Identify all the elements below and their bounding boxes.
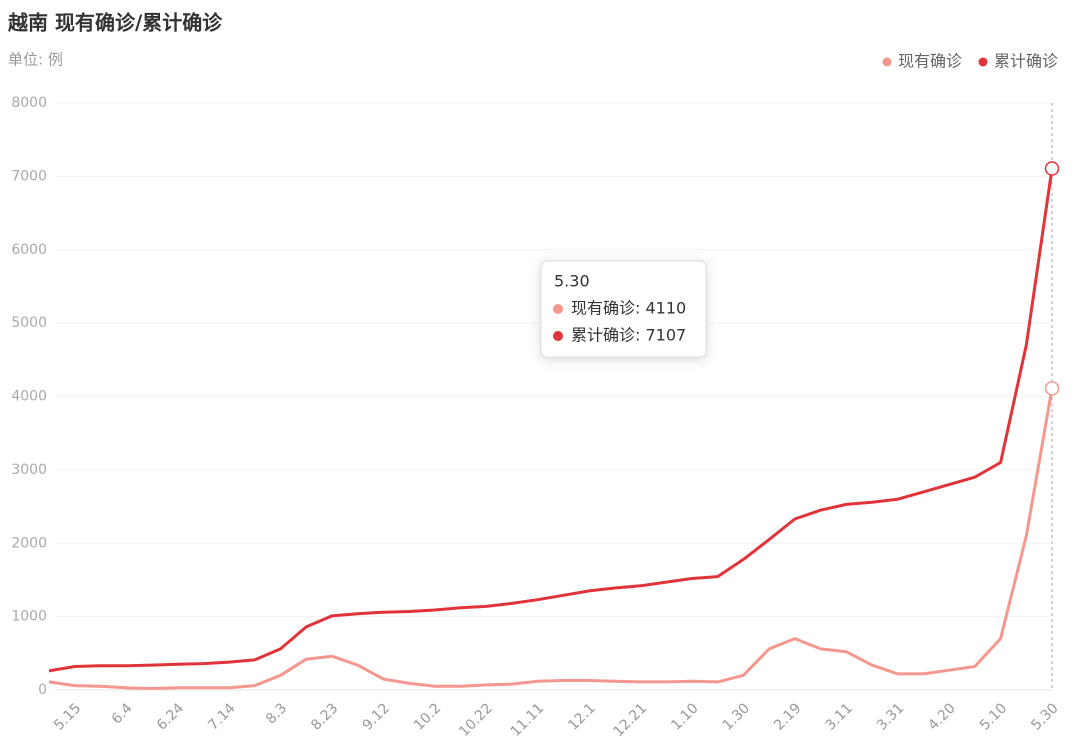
end-point <box>1044 381 1060 396</box>
y-tick-label: 1000 <box>11 609 47 625</box>
x-tick-label: 10.2 <box>411 700 444 733</box>
x-tick-label: 3.31 <box>874 700 907 733</box>
tooltip-marker <box>553 331 563 341</box>
tooltip-row: 现有确诊: 4110 <box>571 299 686 318</box>
tooltip-row: 累计确诊: 7107 <box>571 326 686 345</box>
tooltip-marker <box>553 304 563 314</box>
x-tick-label: 8.3 <box>263 700 290 727</box>
x-tick-label: 8.23 <box>308 700 341 733</box>
legend-marker <box>882 57 892 67</box>
x-tick-label: 2.19 <box>771 700 804 733</box>
y-tick-label: 3000 <box>11 462 47 478</box>
x-tick-label: 6.4 <box>109 700 136 727</box>
y-tick-label: 5000 <box>11 315 47 331</box>
series-line <box>48 168 1054 673</box>
x-tick-label: 1.10 <box>668 700 701 733</box>
y-tick-label: 0 <box>38 682 47 698</box>
x-tick-label: 9.12 <box>360 700 393 733</box>
end-point <box>1044 161 1060 176</box>
legend-label: 现有确诊 <box>898 52 962 71</box>
series-line <box>48 388 1054 690</box>
x-tick-label: 12.1 <box>565 700 598 733</box>
chart-subtitle: 单位: 例 <box>8 51 63 69</box>
x-tick-label: 5.10 <box>977 700 1010 733</box>
x-tick-label: 10.22 <box>456 700 496 740</box>
chart-title: 越南 现有确诊/累计确诊 <box>7 11 223 35</box>
x-tick-label: 12.21 <box>611 700 651 740</box>
x-tick-label: 6.24 <box>154 700 187 733</box>
tooltip: 5.30 现有确诊: 4110 累计确诊: 7107 <box>540 260 707 358</box>
x-tick-label: 1.30 <box>720 700 753 733</box>
y-tick-label: 8000 <box>11 95 47 111</box>
x-tick-label: 7.14 <box>205 700 238 733</box>
y-tick-label: 7000 <box>11 168 47 184</box>
x-tick-label: 5.15 <box>51 700 84 733</box>
x-tick-label: 3.11 <box>823 700 856 733</box>
tooltip-title: 5.30 <box>554 272 590 291</box>
y-tick-label: 4000 <box>11 389 47 405</box>
tooltip-box <box>540 260 707 358</box>
x-tick-label: 11.11 <box>508 700 548 740</box>
legend-marker <box>978 57 988 67</box>
x-tick-label: 5.30 <box>1028 700 1061 733</box>
y-tick-label: 6000 <box>11 242 47 258</box>
x-tick-label: 4.20 <box>925 700 958 733</box>
y-tick-label: 2000 <box>11 535 47 551</box>
legend-label: 累计确诊 <box>994 52 1058 71</box>
